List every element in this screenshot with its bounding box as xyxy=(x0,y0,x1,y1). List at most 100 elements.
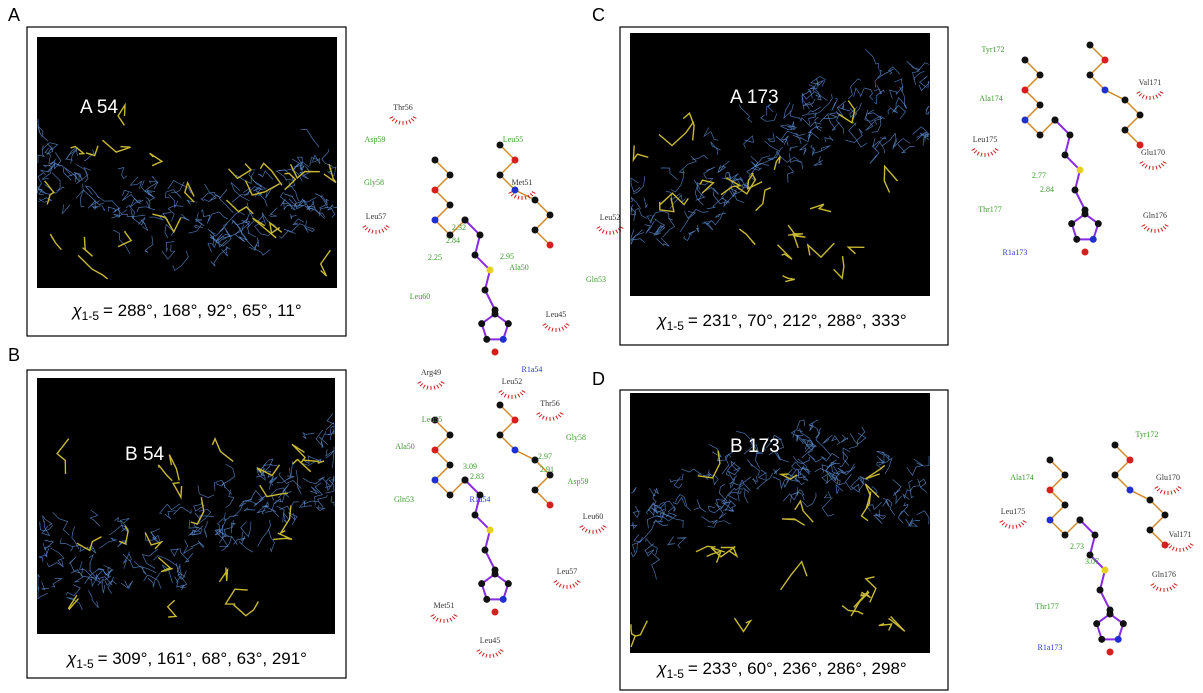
hydrophobic-arc xyxy=(422,384,426,389)
mesh-line xyxy=(774,451,789,463)
mesh-line xyxy=(42,515,53,526)
hydrophobic-arc xyxy=(574,582,579,586)
mesh-line xyxy=(869,145,880,164)
model-stick xyxy=(218,567,229,583)
mesh-line xyxy=(218,189,234,214)
mesh-line xyxy=(701,516,718,524)
hbond-distance: 2.32 xyxy=(452,223,466,232)
model-stick xyxy=(720,546,739,559)
atom xyxy=(546,501,554,509)
mesh-line xyxy=(714,502,727,519)
density-mesh xyxy=(37,413,335,618)
hydrophobic-arc xyxy=(435,617,439,622)
mesh-line xyxy=(129,559,157,574)
residue-label: Thr177 xyxy=(1035,602,1059,611)
mesh-line xyxy=(630,232,646,243)
panel-letter: C xyxy=(592,5,605,25)
atom xyxy=(1036,131,1044,139)
hydrophobic-arc xyxy=(612,230,615,235)
mesh-line xyxy=(645,502,657,515)
model-stick xyxy=(773,155,781,170)
residue-label: Thr177 xyxy=(978,205,1002,214)
atom xyxy=(1161,541,1169,549)
mesh-line xyxy=(61,204,71,215)
chi-symbol: χ xyxy=(655,311,667,330)
mesh-line xyxy=(789,153,803,169)
chi-angles: χ1-5 = 231°, 70°, 212°, 288°, 333° xyxy=(655,311,906,333)
hydrophobic-arc xyxy=(1156,488,1161,492)
mesh-line xyxy=(648,502,666,512)
hydrophobic-arc xyxy=(410,118,415,122)
mesh-line xyxy=(836,110,845,134)
bond xyxy=(1088,44,1142,146)
model-stick xyxy=(273,532,293,541)
hydrophobic-arc xyxy=(438,383,443,387)
hydrophobic-arc xyxy=(1168,545,1173,549)
mesh-line xyxy=(136,206,156,213)
mesh-line xyxy=(792,134,811,143)
chi-angles: χ1-5 = 288°, 168°, 92°, 65°, 11° xyxy=(70,301,301,323)
residue-label: Gly58 xyxy=(566,433,586,442)
hydrophobic-arc xyxy=(449,617,453,622)
hbond-distance: 3.07 xyxy=(1085,557,1099,566)
mesh-line xyxy=(210,247,229,267)
mesh-line xyxy=(167,194,179,208)
hydrophobic-arc xyxy=(1146,227,1150,232)
mesh-line xyxy=(39,521,53,532)
mesh-line xyxy=(51,172,61,191)
mesh-line xyxy=(755,451,764,469)
mesh-line xyxy=(71,526,80,550)
hydrophobic-arc xyxy=(1157,93,1162,97)
mesh-line xyxy=(268,476,278,486)
mesh-line xyxy=(315,429,324,449)
residue-label: Leu57 xyxy=(366,212,386,221)
hydrophobic-arc xyxy=(558,583,562,588)
mesh-line xyxy=(773,467,781,476)
mesh-line xyxy=(835,466,856,475)
atom xyxy=(1061,531,1069,539)
mesh-line xyxy=(249,489,264,506)
mesh-line xyxy=(878,457,893,475)
mesh-line xyxy=(799,143,808,156)
model-stick xyxy=(168,454,180,481)
mesh-line xyxy=(632,534,642,553)
mesh-line xyxy=(656,237,670,247)
atom xyxy=(1121,96,1129,104)
hydrophobic-arc xyxy=(492,653,495,658)
mesh-line xyxy=(825,475,839,485)
mesh-line xyxy=(219,524,229,548)
hydrophobic-arc xyxy=(1175,547,1178,552)
hydrophobic-arc xyxy=(476,649,481,652)
mesh-line xyxy=(775,151,801,163)
model-stick xyxy=(224,588,248,605)
mesh-line xyxy=(133,560,147,575)
mesh-line xyxy=(646,515,664,529)
mesh-line xyxy=(876,450,890,458)
mesh-line xyxy=(218,235,228,248)
hydrophobic-arc xyxy=(1154,486,1159,489)
mesh-line xyxy=(729,173,742,186)
bond xyxy=(498,404,552,506)
atom xyxy=(1126,456,1134,464)
model-stick xyxy=(77,254,109,280)
mesh-line xyxy=(216,481,226,489)
atom xyxy=(1021,86,1029,94)
mesh-line xyxy=(38,548,50,563)
mesh-line xyxy=(183,540,194,554)
mesh-line xyxy=(167,180,192,194)
hydrophobic-arc xyxy=(1152,95,1155,100)
mesh-line xyxy=(146,190,156,202)
atom xyxy=(431,416,439,424)
mesh-line xyxy=(204,520,209,538)
mesh-line xyxy=(747,459,761,477)
atom xyxy=(1114,635,1122,643)
mesh-line xyxy=(662,217,676,238)
model-stick xyxy=(838,100,856,124)
model-stick xyxy=(172,482,183,500)
map-label: A 173 xyxy=(730,87,779,108)
hydrophobic-arc xyxy=(558,327,561,332)
mesh-line xyxy=(874,513,887,520)
mesh-line xyxy=(892,104,906,120)
atom xyxy=(1086,551,1094,559)
mesh-line xyxy=(857,475,870,485)
